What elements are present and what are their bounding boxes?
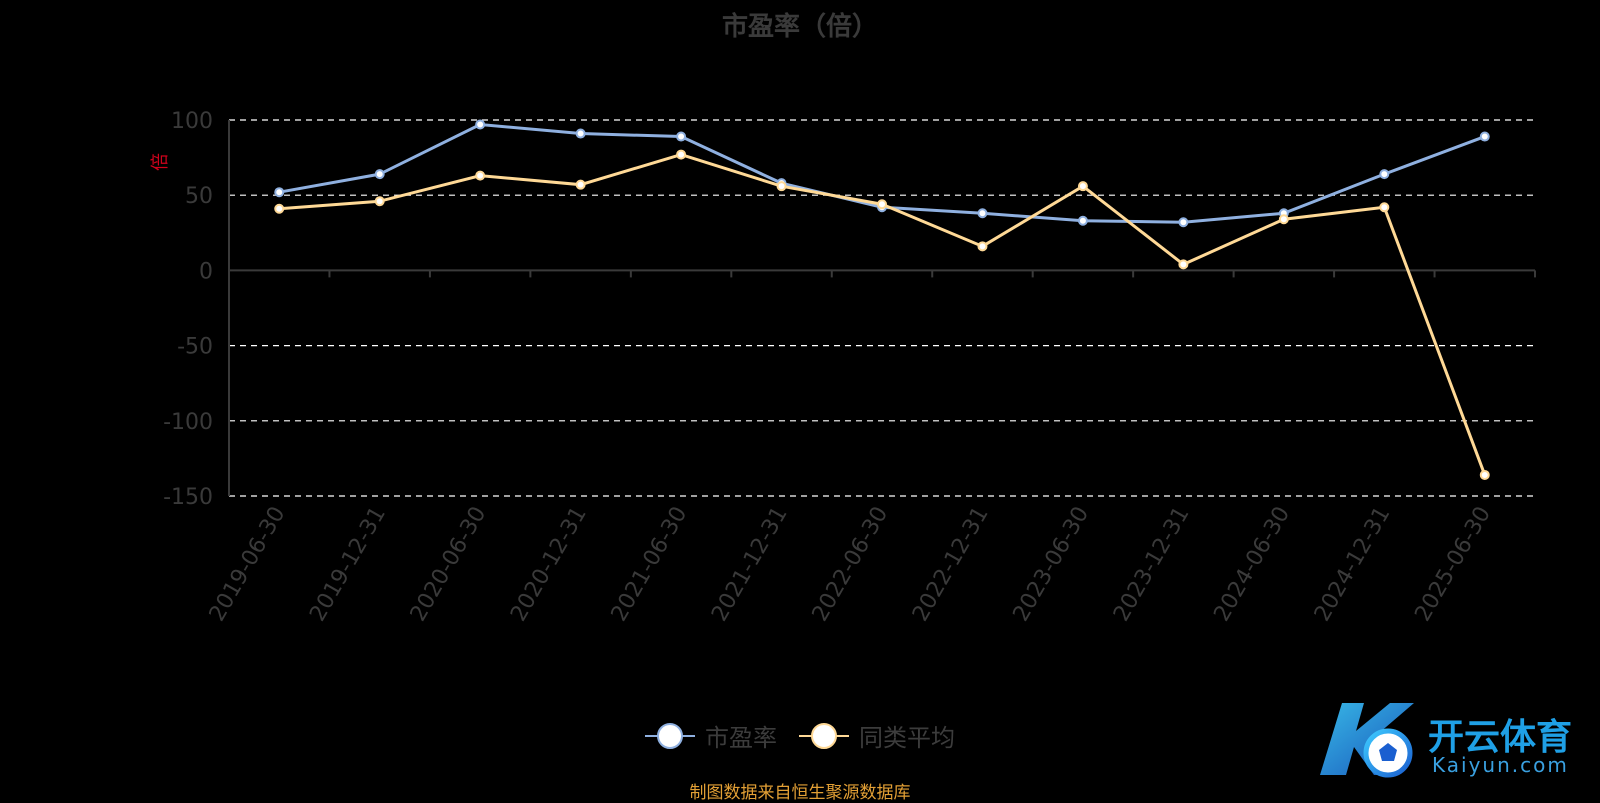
- legend-item-peer-average[interactable]: 同类平均: [799, 718, 955, 753]
- x-tick-label: 2024-06-30: [1209, 503, 1295, 626]
- data-point: [575, 179, 586, 190]
- data-point: [475, 119, 486, 130]
- source-note: 制图数据来自恒生聚源数据库: [689, 783, 911, 803]
- y-tick-label: 100: [171, 109, 213, 134]
- x-tick-label: 2019-06-30: [205, 503, 291, 626]
- data-point: [1278, 214, 1289, 225]
- logo-cn-text: 开云体育: [1428, 717, 1573, 758]
- data-point: [1077, 215, 1088, 226]
- data-point: [977, 241, 988, 252]
- data-point: [575, 128, 586, 139]
- x-tick-label: 2020-12-31: [506, 503, 592, 626]
- grid-lines: [229, 119, 1535, 497]
- data-point: [877, 199, 887, 210]
- x-tick-label: 2023-12-31: [1109, 503, 1195, 626]
- x-tick-label: 2022-06-30: [808, 503, 894, 626]
- x-tick-label: 2020-06-30: [406, 502, 492, 625]
- x-tick-label: 2024-12-31: [1310, 503, 1396, 626]
- legend: 市盈率 同类平均: [0, 718, 1600, 753]
- data-point: [1479, 469, 1490, 480]
- data-point: [1379, 202, 1390, 213]
- x-tick-label: 2019-12-31: [305, 503, 391, 626]
- data-point: [676, 131, 687, 142]
- legend-swatch-pe: [645, 722, 695, 750]
- data-point: [1479, 131, 1490, 142]
- data-point: [676, 149, 687, 160]
- y-tick-label: -150: [163, 485, 213, 510]
- x-tick-label: 2025-06-30: [1410, 503, 1496, 626]
- data-point: [1379, 169, 1390, 180]
- legend-label-pe: 市盈率: [705, 724, 777, 752]
- x-tick-label: 2021-12-31: [707, 503, 793, 626]
- data-point: [274, 187, 285, 198]
- legend-label-peer-average: 同类平均: [859, 724, 955, 752]
- data-point: [977, 208, 988, 219]
- y-tick-label: 50: [185, 184, 213, 209]
- data-point: [274, 203, 285, 214]
- series: [274, 119, 1490, 480]
- kaiyun-logo: [1320, 703, 1414, 778]
- x-tick-label: 2023-06-30: [1009, 503, 1095, 626]
- data-point: [475, 170, 486, 181]
- logo-en-text: Kaiyun.com: [1432, 753, 1569, 777]
- series-pe: [274, 119, 1490, 228]
- y-tick-label: -100: [163, 410, 213, 435]
- data-point: [1178, 217, 1189, 228]
- data-point: [1178, 259, 1189, 270]
- chart-title: 市盈率（倍）: [721, 12, 878, 42]
- y-tick-label: 0: [199, 259, 213, 284]
- series-peer-average: [274, 149, 1490, 480]
- x-tick-label: 2022-12-31: [908, 503, 994, 626]
- legend-item-pe[interactable]: 市盈率: [645, 718, 777, 753]
- x-tick-label: 2021-06-30: [607, 503, 693, 626]
- data-point: [1077, 181, 1088, 192]
- legend-swatch-peer-average: [799, 722, 849, 750]
- data-point: [374, 196, 385, 207]
- data-point: [374, 169, 385, 180]
- y-tick-label: -50: [177, 335, 213, 360]
- data-point: [776, 181, 787, 192]
- y-axis-label: 倍: [150, 153, 171, 171]
